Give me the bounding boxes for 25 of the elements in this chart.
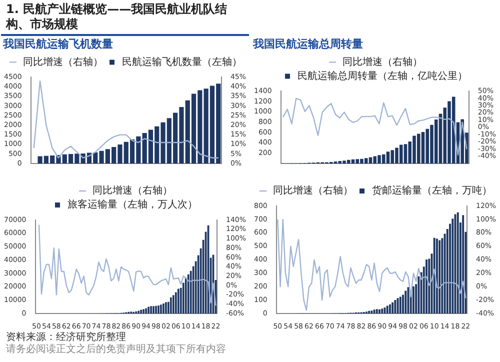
text: 1. 民航产业链概览——我国民航业机队结构、市场规模 — [4, 1, 228, 33]
legend-label: 货邮运输量（左轴，万吨） — [372, 184, 492, 197]
legend-label: 民航运输总周转量（左轴，亿吨公里） — [298, 70, 468, 82]
legend-label: 同比增速（右轴） — [92, 184, 172, 197]
bar — [373, 156, 377, 164]
legend-label: 旅客运输量（左轴，万人次） — [68, 198, 198, 211]
chart-title: 我国民航运输总周转量 — [252, 37, 363, 50]
bar — [390, 150, 394, 164]
bar — [421, 132, 425, 164]
text: 资料来源：经济研究所整理 — [5, 332, 127, 344]
bar — [416, 134, 420, 164]
bar — [364, 158, 368, 164]
bar — [386, 152, 390, 164]
bar — [404, 144, 408, 164]
legend-label: 同比增速（右轴） — [23, 56, 103, 68]
legend-label: 同比增速（右轴） — [273, 184, 353, 197]
legend-label: 民航运输飞机数量（左轴） — [122, 56, 242, 68]
chart-title: 我国民航运输飞机数量 — [2, 37, 113, 50]
bar — [382, 154, 386, 164]
legend-label: 同比增速（右轴） — [342, 56, 422, 68]
bar — [356, 159, 360, 164]
bar — [399, 144, 403, 164]
text: 请务必阅读正文之后的免责声明及其项下所有内容 — [5, 344, 227, 356]
bar — [346, 160, 350, 164]
bar — [338, 161, 342, 164]
